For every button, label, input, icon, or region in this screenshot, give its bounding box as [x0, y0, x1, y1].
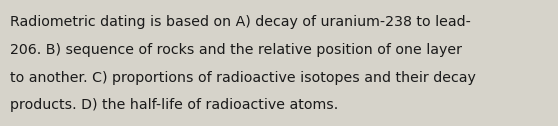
Text: to another. C) proportions of radioactive isotopes and their decay: to another. C) proportions of radioactiv… — [10, 71, 476, 85]
Text: 206. B) sequence of rocks and the relative position of one layer: 206. B) sequence of rocks and the relati… — [10, 43, 462, 57]
Text: products. D) the half-life of radioactive atoms.: products. D) the half-life of radioactiv… — [10, 98, 338, 112]
Text: Radiometric dating is based on A) decay of uranium-238 to lead-: Radiometric dating is based on A) decay … — [10, 15, 471, 29]
